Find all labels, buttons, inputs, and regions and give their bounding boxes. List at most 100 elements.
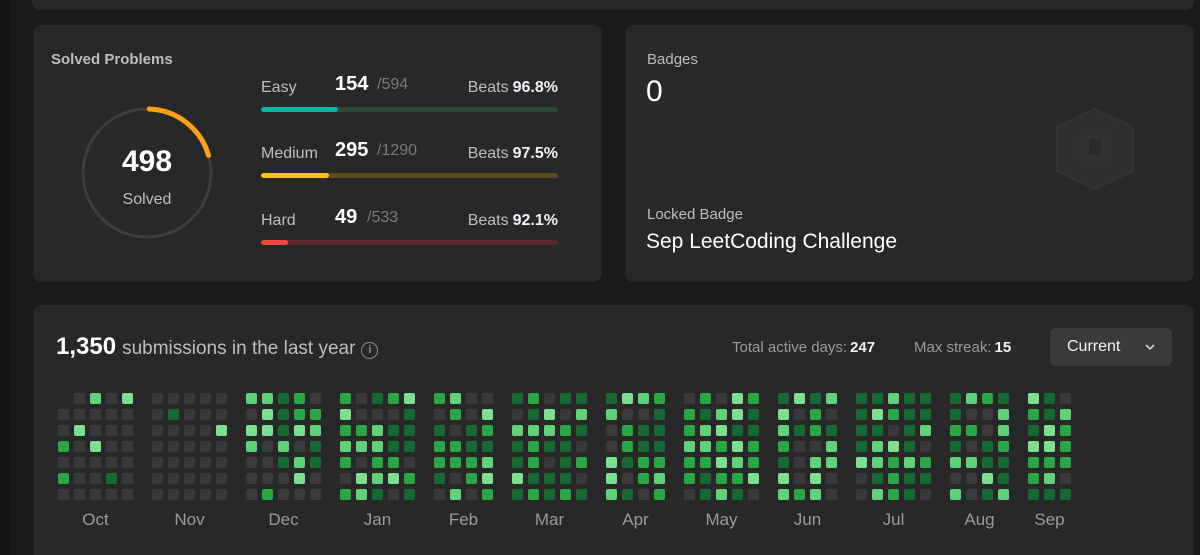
heatmap-cell[interactable] bbox=[106, 473, 117, 484]
heatmap-cell[interactable] bbox=[90, 473, 101, 484]
heatmap-cell[interactable] bbox=[888, 441, 899, 452]
heatmap-cell[interactable] bbox=[872, 425, 883, 436]
heatmap-cell[interactable] bbox=[982, 473, 993, 484]
heatmap-cell[interactable] bbox=[184, 409, 195, 420]
heatmap-cell[interactable] bbox=[684, 425, 695, 436]
heatmap-cell[interactable] bbox=[638, 393, 649, 404]
heatmap-cell[interactable] bbox=[888, 457, 899, 468]
heatmap-cell[interactable] bbox=[512, 393, 523, 404]
heatmap-cell[interactable] bbox=[246, 409, 257, 420]
heatmap-cell[interactable] bbox=[856, 489, 867, 500]
heatmap-cell[interactable] bbox=[200, 393, 211, 404]
heatmap-cell[interactable] bbox=[528, 457, 539, 468]
heatmap-cell[interactable] bbox=[904, 409, 915, 420]
heatmap-cell[interactable] bbox=[716, 441, 727, 452]
heatmap-cell[interactable] bbox=[684, 393, 695, 404]
heatmap-cell[interactable] bbox=[1028, 441, 1039, 452]
heatmap-cell[interactable] bbox=[1028, 473, 1039, 484]
heatmap-cell[interactable] bbox=[654, 425, 665, 436]
heatmap-cell[interactable] bbox=[716, 425, 727, 436]
heatmap-cell[interactable] bbox=[716, 457, 727, 468]
heatmap-cell[interactable] bbox=[74, 393, 85, 404]
heatmap-cell[interactable] bbox=[544, 457, 555, 468]
heatmap-cell[interactable] bbox=[466, 425, 477, 436]
heatmap-cell[interactable] bbox=[560, 473, 571, 484]
heatmap-cell[interactable] bbox=[184, 393, 195, 404]
heatmap-cell[interactable] bbox=[1044, 473, 1055, 484]
heatmap-cell[interactable] bbox=[576, 409, 587, 420]
heatmap-cell[interactable] bbox=[748, 473, 759, 484]
heatmap-cell[interactable] bbox=[1044, 457, 1055, 468]
heatmap-cell[interactable] bbox=[560, 457, 571, 468]
heatmap-cell[interactable] bbox=[168, 409, 179, 420]
heatmap-cell[interactable] bbox=[90, 489, 101, 500]
heatmap-cell[interactable] bbox=[512, 489, 523, 500]
heatmap-cell[interactable] bbox=[826, 457, 837, 468]
heatmap-cell[interactable] bbox=[450, 489, 461, 500]
heatmap-cell[interactable] bbox=[778, 409, 789, 420]
heatmap-cell[interactable] bbox=[732, 393, 743, 404]
heatmap-cell[interactable] bbox=[544, 409, 555, 420]
heatmap-cell[interactable] bbox=[1044, 409, 1055, 420]
heatmap-cell[interactable] bbox=[888, 425, 899, 436]
heatmap-cell[interactable] bbox=[404, 473, 415, 484]
heatmap-cell[interactable] bbox=[294, 489, 305, 500]
heatmap-cell[interactable] bbox=[340, 409, 351, 420]
heatmap-cell[interactable] bbox=[872, 473, 883, 484]
heatmap-cell[interactable] bbox=[1060, 473, 1071, 484]
heatmap-cell[interactable] bbox=[184, 489, 195, 500]
heatmap-cell[interactable] bbox=[340, 425, 351, 436]
heatmap-cell[interactable] bbox=[826, 393, 837, 404]
heatmap-cell[interactable] bbox=[310, 409, 321, 420]
info-icon[interactable]: i bbox=[361, 342, 379, 359]
heatmap-cell[interactable] bbox=[168, 489, 179, 500]
heatmap-cell[interactable] bbox=[216, 457, 227, 468]
heatmap-cell[interactable] bbox=[528, 473, 539, 484]
heatmap-cell[interactable] bbox=[872, 409, 883, 420]
heatmap-cell[interactable] bbox=[450, 457, 461, 468]
heatmap-cell[interactable] bbox=[58, 425, 69, 436]
heatmap-cell[interactable] bbox=[528, 425, 539, 436]
heatmap-cell[interactable] bbox=[246, 441, 257, 452]
heatmap-cell[interactable] bbox=[950, 489, 961, 500]
heatmap-cell[interactable] bbox=[888, 409, 899, 420]
heatmap-cell[interactable] bbox=[856, 425, 867, 436]
heatmap-cell[interactable] bbox=[638, 425, 649, 436]
heatmap-cell[interactable] bbox=[216, 409, 227, 420]
heatmap-cell[interactable] bbox=[544, 489, 555, 500]
heatmap-cell[interactable] bbox=[716, 489, 727, 500]
heatmap-cell[interactable] bbox=[388, 409, 399, 420]
heatmap-cell[interactable] bbox=[606, 457, 617, 468]
heatmap-cell[interactable] bbox=[152, 489, 163, 500]
heatmap-cell[interactable] bbox=[372, 409, 383, 420]
heatmap-cell[interactable] bbox=[544, 441, 555, 452]
heatmap-cell[interactable] bbox=[184, 473, 195, 484]
heatmap-cell[interactable] bbox=[998, 457, 1009, 468]
heatmap-cell[interactable] bbox=[732, 425, 743, 436]
heatmap-cell[interactable] bbox=[778, 457, 789, 468]
heatmap-cell[interactable] bbox=[168, 393, 179, 404]
heatmap-cell[interactable] bbox=[404, 393, 415, 404]
heatmap-cell[interactable] bbox=[966, 441, 977, 452]
heatmap-cell[interactable] bbox=[856, 409, 867, 420]
heatmap-cell[interactable] bbox=[450, 393, 461, 404]
heatmap-cell[interactable] bbox=[122, 473, 133, 484]
heatmap-cell[interactable] bbox=[74, 425, 85, 436]
heatmap-cell[interactable] bbox=[606, 409, 617, 420]
heatmap-cell[interactable] bbox=[998, 473, 1009, 484]
heatmap-cell[interactable] bbox=[528, 393, 539, 404]
heatmap-cell[interactable] bbox=[388, 425, 399, 436]
heatmap-cell[interactable] bbox=[482, 441, 493, 452]
heatmap-cell[interactable] bbox=[1028, 425, 1039, 436]
heatmap-cell[interactable] bbox=[122, 393, 133, 404]
heatmap-cell[interactable] bbox=[982, 441, 993, 452]
heatmap-cell[interactable] bbox=[622, 473, 633, 484]
heatmap-cell[interactable] bbox=[684, 441, 695, 452]
heatmap-cell[interactable] bbox=[168, 441, 179, 452]
heatmap-cell[interactable] bbox=[246, 393, 257, 404]
heatmap-cell[interactable] bbox=[778, 425, 789, 436]
heatmap-cell[interactable] bbox=[732, 473, 743, 484]
heatmap-cell[interactable] bbox=[106, 393, 117, 404]
heatmap-cell[interactable] bbox=[748, 441, 759, 452]
heatmap-cell[interactable] bbox=[654, 457, 665, 468]
